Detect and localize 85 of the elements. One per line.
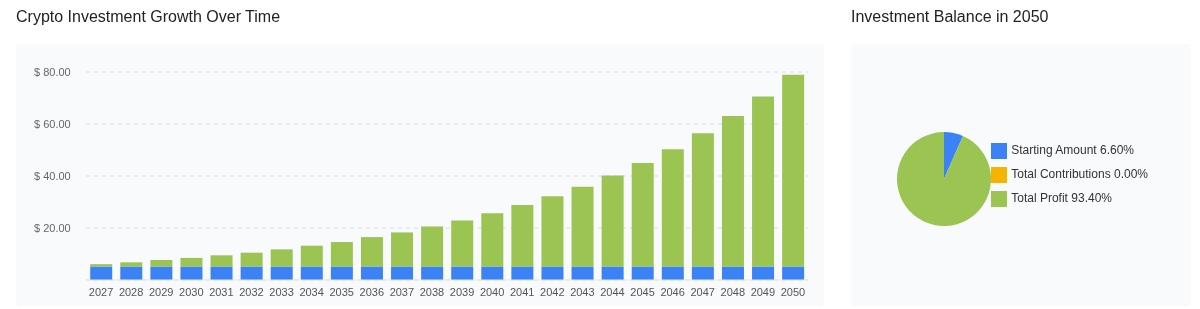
pie-slice bbox=[944, 132, 963, 179]
legend-label: Total Profit bbox=[1011, 191, 1068, 205]
x-tick-label: 2030 bbox=[179, 285, 204, 298]
chart-title: Investment Balance in 2050 bbox=[851, 8, 1049, 26]
bar bbox=[270, 266, 293, 280]
bar bbox=[511, 266, 534, 280]
bar bbox=[721, 115, 744, 267]
bar bbox=[90, 266, 113, 280]
bar bbox=[300, 266, 323, 280]
bar bbox=[180, 266, 203, 280]
y-tick-label: $ 40.00 bbox=[34, 169, 71, 182]
bar bbox=[661, 149, 684, 267]
x-tick-label: 2041 bbox=[509, 285, 535, 298]
bar bbox=[541, 266, 564, 280]
x-tick-label: 2028 bbox=[118, 285, 144, 298]
x-tick-label: 2037 bbox=[389, 285, 415, 298]
bar bbox=[391, 266, 414, 280]
x-tick-label: 2045 bbox=[630, 285, 655, 298]
bar bbox=[421, 226, 444, 267]
x-tick-label: 2038 bbox=[419, 285, 445, 298]
bar bbox=[541, 196, 564, 267]
text: 0.00% bbox=[1113, 167, 1148, 181]
x-tick-label: 2032 bbox=[239, 285, 264, 298]
x-tick-label: 2043 bbox=[570, 285, 595, 298]
y-tick-label: $ 20.00 bbox=[34, 221, 71, 234]
x-tick-label: 2029 bbox=[148, 285, 174, 298]
bar bbox=[150, 266, 173, 280]
bar bbox=[571, 186, 594, 267]
bar bbox=[752, 96, 775, 267]
bar bbox=[421, 266, 444, 280]
x-tick-label: 2048 bbox=[720, 285, 746, 298]
x-tick-label: 2050 bbox=[780, 285, 806, 298]
bar bbox=[511, 205, 534, 267]
bar bbox=[210, 266, 233, 280]
bar bbox=[360, 266, 383, 280]
x-tick-label: 2035 bbox=[329, 285, 354, 298]
bar bbox=[300, 245, 323, 267]
bar bbox=[631, 163, 654, 267]
bar bbox=[120, 266, 143, 280]
x-tick-label: 2027 bbox=[88, 285, 114, 298]
x-tick-label: 2046 bbox=[660, 285, 685, 298]
pie-slice bbox=[897, 132, 991, 226]
x-tick-label: 2040 bbox=[479, 285, 505, 298]
bar bbox=[721, 266, 744, 280]
y-tick-label: $ 60.00 bbox=[34, 117, 71, 130]
bar bbox=[481, 266, 504, 280]
bar bbox=[360, 237, 383, 267]
chart-title: Crypto Investment Growth Over Time bbox=[16, 8, 281, 26]
x-tick-label: 2039 bbox=[449, 285, 475, 298]
bar bbox=[782, 266, 805, 280]
bar bbox=[451, 266, 474, 280]
bar bbox=[631, 266, 654, 280]
bar bbox=[571, 266, 594, 280]
x-tick-label: 2042 bbox=[540, 285, 565, 298]
bar bbox=[451, 220, 474, 267]
bar bbox=[481, 213, 504, 267]
legend-label: Total Contributions bbox=[1011, 167, 1111, 181]
data-label: 6.60% bbox=[1099, 143, 1134, 157]
x-tick-label: 2034 bbox=[299, 285, 324, 298]
x-tick-label: 2049 bbox=[750, 285, 776, 298]
bar bbox=[180, 257, 203, 267]
bar bbox=[661, 266, 684, 280]
x-tick-label: 2047 bbox=[690, 285, 715, 298]
bar bbox=[240, 266, 263, 280]
legend-label: Starting Amount bbox=[1011, 143, 1097, 157]
bar bbox=[752, 266, 775, 280]
bar bbox=[782, 74, 805, 267]
bar bbox=[691, 266, 714, 280]
bar bbox=[601, 266, 624, 280]
bar bbox=[330, 266, 353, 280]
y-tick-label: $ 80.00 bbox=[34, 65, 71, 78]
bar bbox=[330, 242, 353, 267]
bar bbox=[270, 249, 293, 267]
x-tick-label: 2031 bbox=[209, 285, 234, 298]
x-tick-label: 2036 bbox=[359, 285, 385, 298]
bar bbox=[120, 262, 143, 267]
x-tick-label: 2033 bbox=[269, 285, 294, 298]
bar bbox=[210, 255, 233, 267]
bar bbox=[391, 232, 414, 267]
bar bbox=[150, 259, 173, 267]
bar bbox=[691, 133, 714, 267]
bar bbox=[240, 252, 263, 267]
x-tick-label: 2044 bbox=[600, 285, 625, 298]
bar bbox=[601, 175, 624, 267]
data-label: 93.40% bbox=[1071, 191, 1112, 205]
